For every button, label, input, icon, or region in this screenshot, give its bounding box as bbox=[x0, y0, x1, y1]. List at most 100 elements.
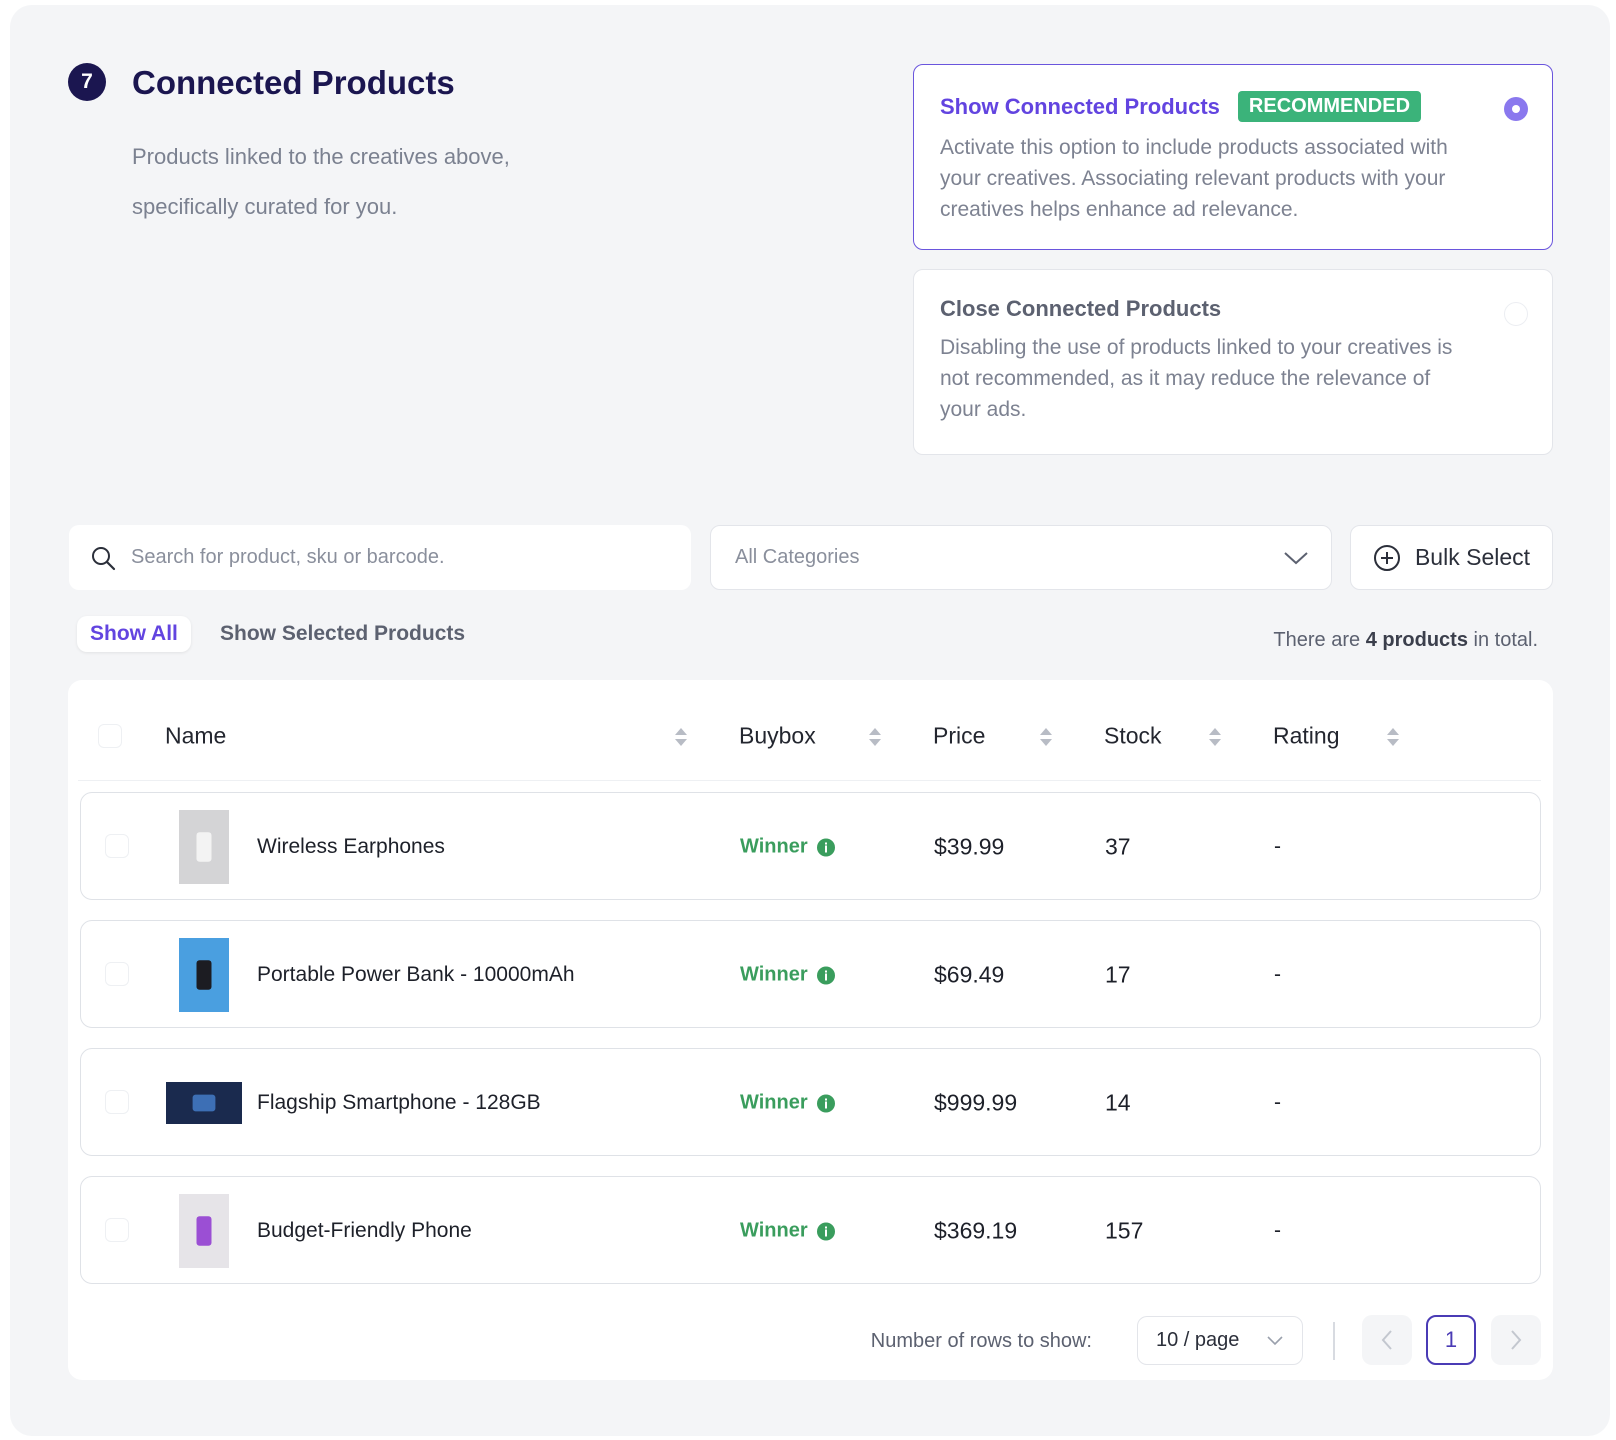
info-dot bbox=[824, 842, 827, 844]
price: $69.49 bbox=[934, 961, 1005, 988]
total-prefix: There are bbox=[1273, 629, 1361, 651]
sort-up bbox=[675, 728, 687, 735]
tab[interactable]: Show Selected Products bbox=[220, 622, 466, 645]
thumb-item bbox=[196, 832, 212, 862]
row-checkbox[interactable] bbox=[105, 1090, 129, 1114]
option-title: Close Connected Products bbox=[940, 296, 1222, 321]
sort-down bbox=[1040, 739, 1052, 746]
buybox-status: Winner bbox=[740, 835, 808, 858]
divider bbox=[1333, 1322, 1335, 1360]
row-checkbox[interactable] bbox=[105, 1218, 129, 1242]
total-suffix: in total. bbox=[1473, 629, 1538, 651]
rating: - bbox=[1274, 835, 1281, 858]
product-name: Budget-Friendly Phone bbox=[257, 1219, 472, 1242]
buybox-status: Winner bbox=[740, 1219, 808, 1242]
sort-icon[interactable] bbox=[674, 725, 688, 749]
rating: - bbox=[1274, 963, 1281, 986]
thumb-item bbox=[192, 1094, 216, 1112]
buybox-status: Winner bbox=[740, 1091, 808, 1114]
info-icon bbox=[816, 838, 835, 856]
sort-icon[interactable] bbox=[1039, 725, 1053, 749]
sort-up bbox=[1387, 728, 1399, 735]
product-name: Portable Power Bank - 10000mAh bbox=[257, 963, 575, 986]
stock: 37 bbox=[1105, 833, 1131, 860]
buybox: Winner bbox=[740, 1092, 836, 1115]
search-box[interactable]: Search for product, sku or barcode. bbox=[69, 525, 691, 590]
header-divider bbox=[78, 780, 1541, 781]
thumb-item bbox=[196, 960, 212, 990]
sort-icon[interactable] bbox=[1386, 725, 1400, 749]
info-dot bbox=[824, 1226, 827, 1228]
product-thumbnail bbox=[179, 810, 229, 884]
price: $369.19 bbox=[934, 1217, 1018, 1244]
bulk-select-label: Bulk Select bbox=[1414, 544, 1531, 570]
column-header: Price bbox=[933, 722, 986, 749]
badge: RECOMMENDED bbox=[1237, 91, 1422, 122]
info-dot bbox=[824, 970, 827, 972]
option-card[interactable]: Close Connected Products Disabling the u… bbox=[913, 269, 1553, 455]
column-header: Name bbox=[165, 722, 227, 749]
plus-icon bbox=[1373, 544, 1400, 571]
rows-label: Number of rows to show: bbox=[870, 1330, 1092, 1352]
option-description: Disabling the use of products linked to … bbox=[940, 336, 1453, 421]
sort-down bbox=[1387, 739, 1399, 746]
category-label: All Categories bbox=[735, 546, 860, 568]
page-size: 10 / page bbox=[1156, 1329, 1240, 1351]
chevron-left bbox=[1381, 1330, 1392, 1350]
prev-page[interactable] bbox=[1362, 1315, 1412, 1365]
rating: - bbox=[1274, 1219, 1281, 1242]
sort-down bbox=[869, 739, 881, 746]
category-dropdown[interactable]: All Categories bbox=[710, 525, 1332, 590]
section-title: Connected Products bbox=[132, 64, 455, 101]
radio[interactable] bbox=[1504, 302, 1528, 326]
sort-up bbox=[1040, 728, 1052, 735]
stock: 14 bbox=[1105, 1089, 1131, 1116]
chevron-right bbox=[1511, 1330, 1522, 1350]
radio[interactable] bbox=[1504, 97, 1528, 121]
product-thumbnail bbox=[179, 938, 229, 1012]
info-bar bbox=[824, 973, 827, 980]
option-card[interactable]: Show Connected Products RECOMMENDED Activ… bbox=[913, 64, 1553, 250]
info-bar bbox=[824, 845, 827, 852]
info-bar bbox=[824, 1229, 827, 1236]
stock: 157 bbox=[1105, 1217, 1144, 1244]
buybox: Winner bbox=[740, 964, 836, 987]
sort-down bbox=[1209, 739, 1221, 746]
next-page[interactable] bbox=[1491, 1315, 1541, 1365]
info-bar bbox=[824, 1101, 827, 1108]
total-count: There are 4 products in total. bbox=[1273, 629, 1538, 652]
product-name: Wireless Earphones bbox=[257, 835, 445, 858]
chevron bbox=[1284, 551, 1308, 564]
page-size-select[interactable]: 10 / page bbox=[1137, 1316, 1303, 1365]
buybox: Winner bbox=[740, 836, 836, 859]
sort-up bbox=[869, 728, 881, 735]
buybox: Winner bbox=[740, 1220, 836, 1243]
sort-up bbox=[1209, 728, 1221, 735]
column-header: Rating bbox=[1273, 722, 1340, 749]
sort-icon[interactable] bbox=[1208, 725, 1222, 749]
chevron bbox=[1267, 1335, 1283, 1345]
row-checkbox[interactable] bbox=[105, 834, 129, 858]
bulk-select-button[interactable]: Bulk Select bbox=[1350, 525, 1553, 590]
option-description: Activate this option to include products… bbox=[940, 136, 1448, 221]
step-number: 7 bbox=[68, 63, 106, 101]
select-all-checkbox[interactable] bbox=[98, 724, 122, 748]
price: $999.99 bbox=[934, 1089, 1018, 1116]
search-icon bbox=[92, 546, 116, 570]
tab[interactable]: Show All bbox=[77, 616, 191, 652]
product-name: Flagship Smartphone - 128GB bbox=[257, 1091, 541, 1114]
product-thumbnail bbox=[179, 1194, 229, 1268]
sort-icon[interactable] bbox=[868, 725, 882, 749]
stock: 17 bbox=[1105, 961, 1131, 988]
info-icon bbox=[816, 966, 835, 984]
option-title: Show Connected Products bbox=[940, 93, 1220, 119]
current-page[interactable]: 1 bbox=[1426, 1315, 1476, 1365]
table-row: Flagship Smartphone - 128GB Winner $999.99… bbox=[80, 1048, 1541, 1156]
info-icon bbox=[816, 1222, 835, 1240]
row-checkbox[interactable] bbox=[105, 962, 129, 986]
sort-down bbox=[675, 739, 687, 746]
total-count-value: 4 products bbox=[1365, 629, 1468, 651]
column-header: Stock bbox=[1104, 722, 1162, 749]
buybox-status: Winner bbox=[740, 963, 808, 986]
